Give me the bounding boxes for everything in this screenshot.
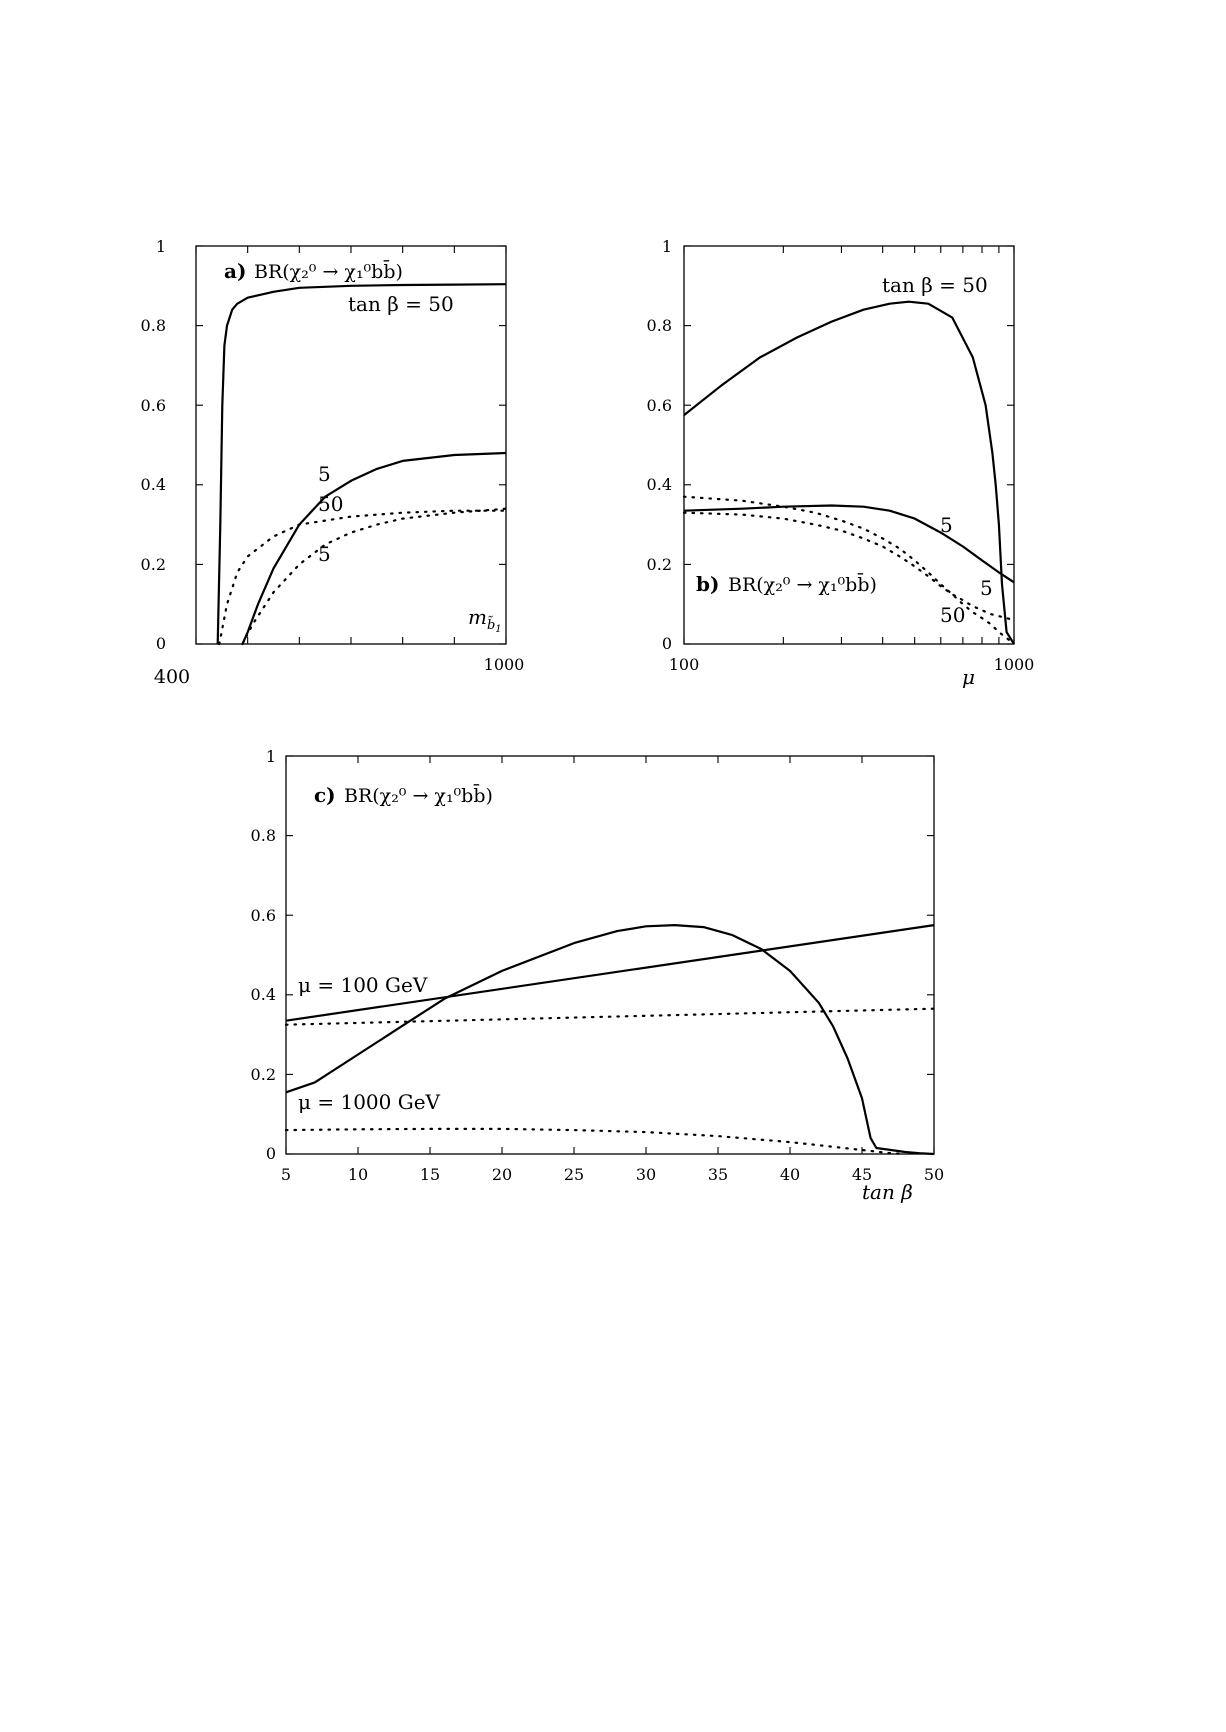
panel-b-ticks [683, 245, 1015, 645]
panel-b-x-tick-label-max: 1000 [994, 655, 1035, 674]
panel-b-x-axis-label: μ [962, 665, 975, 689]
panel-a-x-tick-label-min: 400 [154, 666, 190, 688]
panel-c-y-tick-label: 0.8 [251, 826, 276, 845]
panel-a-y-tick-labels: 0 0.2 0.4 0.6 0.8 1 [141, 237, 166, 653]
panel-b-letter: b) [696, 572, 719, 596]
panel-a-letter: a) [224, 259, 246, 283]
panel-b-series-solid-line [683, 300, 1015, 645]
panel-c-x-tick-label: 15 [420, 1165, 440, 1184]
panel-c-x-tick-label: 35 [708, 1165, 728, 1184]
panel-b-y-tick-label: 0.2 [647, 555, 672, 574]
panel-c-series [284, 923, 936, 1156]
panel-a-y-tick-label: 0.8 [141, 316, 166, 335]
panel-a-annotation-dotted-50: 50 [318, 492, 343, 516]
panel-b-y-tick-label: 0.6 [647, 396, 672, 415]
panel-c-letter: c) [314, 783, 336, 807]
panel-c-frame [285, 755, 935, 1155]
panel-a-y-tick-label: 0.4 [141, 475, 166, 494]
panel-b-annotation-dotted-5: 5 [980, 576, 993, 600]
panel-c-y-tick-labels: 0 0.2 0.4 0.6 0.8 1 [251, 747, 276, 1163]
panel-c-title: BR(χ₂⁰ → χ₁⁰bb̄) [344, 783, 493, 807]
panel-b-y-tick-label: 1 [662, 237, 672, 256]
panel-b-annotation-solid-5: 5 [940, 513, 953, 537]
panel-a-series-dotted-line [241, 507, 508, 646]
panel-c-y-tick-label: 0 [266, 1144, 276, 1163]
panel-a-annotation-dotted-5: 5 [318, 542, 331, 566]
panel-c-annotation-mu1000: μ = 1000 GeV [298, 1090, 441, 1114]
panel-c-x-tick-label: 40 [780, 1165, 800, 1184]
panel-b-y-tick-label: 0 [662, 634, 672, 653]
panel-a-y-tick-label: 0.6 [141, 396, 166, 415]
panel-c-ticks [285, 755, 935, 1155]
panel-c-series-solid-line [285, 923, 935, 1156]
panel-c-x-tick-labels: 5 10 15 20 25 30 35 40 45 50 [281, 1165, 944, 1184]
panel-a-ticks [195, 245, 507, 645]
panel-a-x-tick-label-max: 1000 [484, 655, 525, 674]
panel-b-frame [683, 245, 1015, 645]
panel-c: 0 0.2 0.4 0.6 0.8 1 5 10 15 20 25 30 35 40 45 50 … [251, 747, 945, 1204]
panel-b: 0 0.2 0.4 0.6 0.8 1 100 1000 μ tan β = 5… [647, 237, 1035, 689]
panel-a-series-solid-line [241, 451, 507, 645]
panel-c-x-tick-label: 25 [564, 1165, 584, 1184]
panel-c-x-tick-label: 45 [852, 1165, 872, 1184]
panel-b-title: BR(χ₂⁰ → χ₁⁰bb̄) [728, 572, 877, 596]
panel-c-x-axis-label: tan β [862, 1180, 913, 1204]
panel-a-annotation-solid-5: 5 [318, 462, 331, 486]
panel-c-x-tick-label: 20 [492, 1165, 512, 1184]
panel-c-x-tick-label: 5 [281, 1165, 291, 1184]
panel-a-y-tick-label: 0 [156, 634, 166, 653]
panel-c-series-solid-line [285, 924, 935, 1022]
panel-b-series [682, 300, 1016, 646]
panel-b-y-tick-label: 0.8 [647, 316, 672, 335]
panel-b-y-tick-label: 0.4 [647, 475, 672, 494]
panel-a-series [216, 283, 508, 646]
panel-c-y-tick-label: 0.2 [251, 1065, 276, 1084]
panel-a-x-axis-label: mb̃1 [468, 605, 502, 635]
panel-c-series-dotted-line [284, 1007, 936, 1026]
panel-b-series-solid-line [683, 504, 1015, 584]
panel-c-y-tick-label: 0.4 [251, 985, 276, 1004]
panel-b-annotation-dotted-50: 50 [940, 603, 965, 627]
panel-a-y-tick-label: 0.2 [141, 555, 166, 574]
panel-c-annotation-mu100: μ = 100 GeV [298, 973, 428, 997]
panel-c-y-tick-label: 0.6 [251, 906, 276, 925]
panel-a-series-solid-line [216, 283, 507, 645]
panel-b-x-tick-label-min: 100 [669, 655, 700, 674]
panel-a-series-dotted-line [218, 509, 508, 646]
panel-b-series-dotted-line [682, 511, 1016, 622]
panel-a-y-tick-label: 1 [156, 237, 166, 256]
panel-a-title: BR(χ₂⁰ → χ₁⁰bb̄) [254, 259, 403, 283]
panel-b-annotation-tanb50: tan β = 50 [882, 273, 988, 297]
panel-a: 0 0.2 0.4 0.6 0.8 1 400 1000 mb̃1 a) BR(… [141, 237, 525, 688]
panel-c-series-dotted-line [284, 1127, 907, 1156]
panel-b-y-tick-labels: 0 0.2 0.4 0.6 0.8 1 [647, 237, 672, 653]
panel-c-x-tick-label: 50 [924, 1165, 944, 1184]
panel-c-x-tick-label: 10 [348, 1165, 368, 1184]
panel-c-y-tick-label: 1 [266, 747, 276, 766]
panel-a-annotation-tanb50: tan β = 50 [348, 292, 454, 316]
panel-c-x-tick-label: 30 [636, 1165, 656, 1184]
